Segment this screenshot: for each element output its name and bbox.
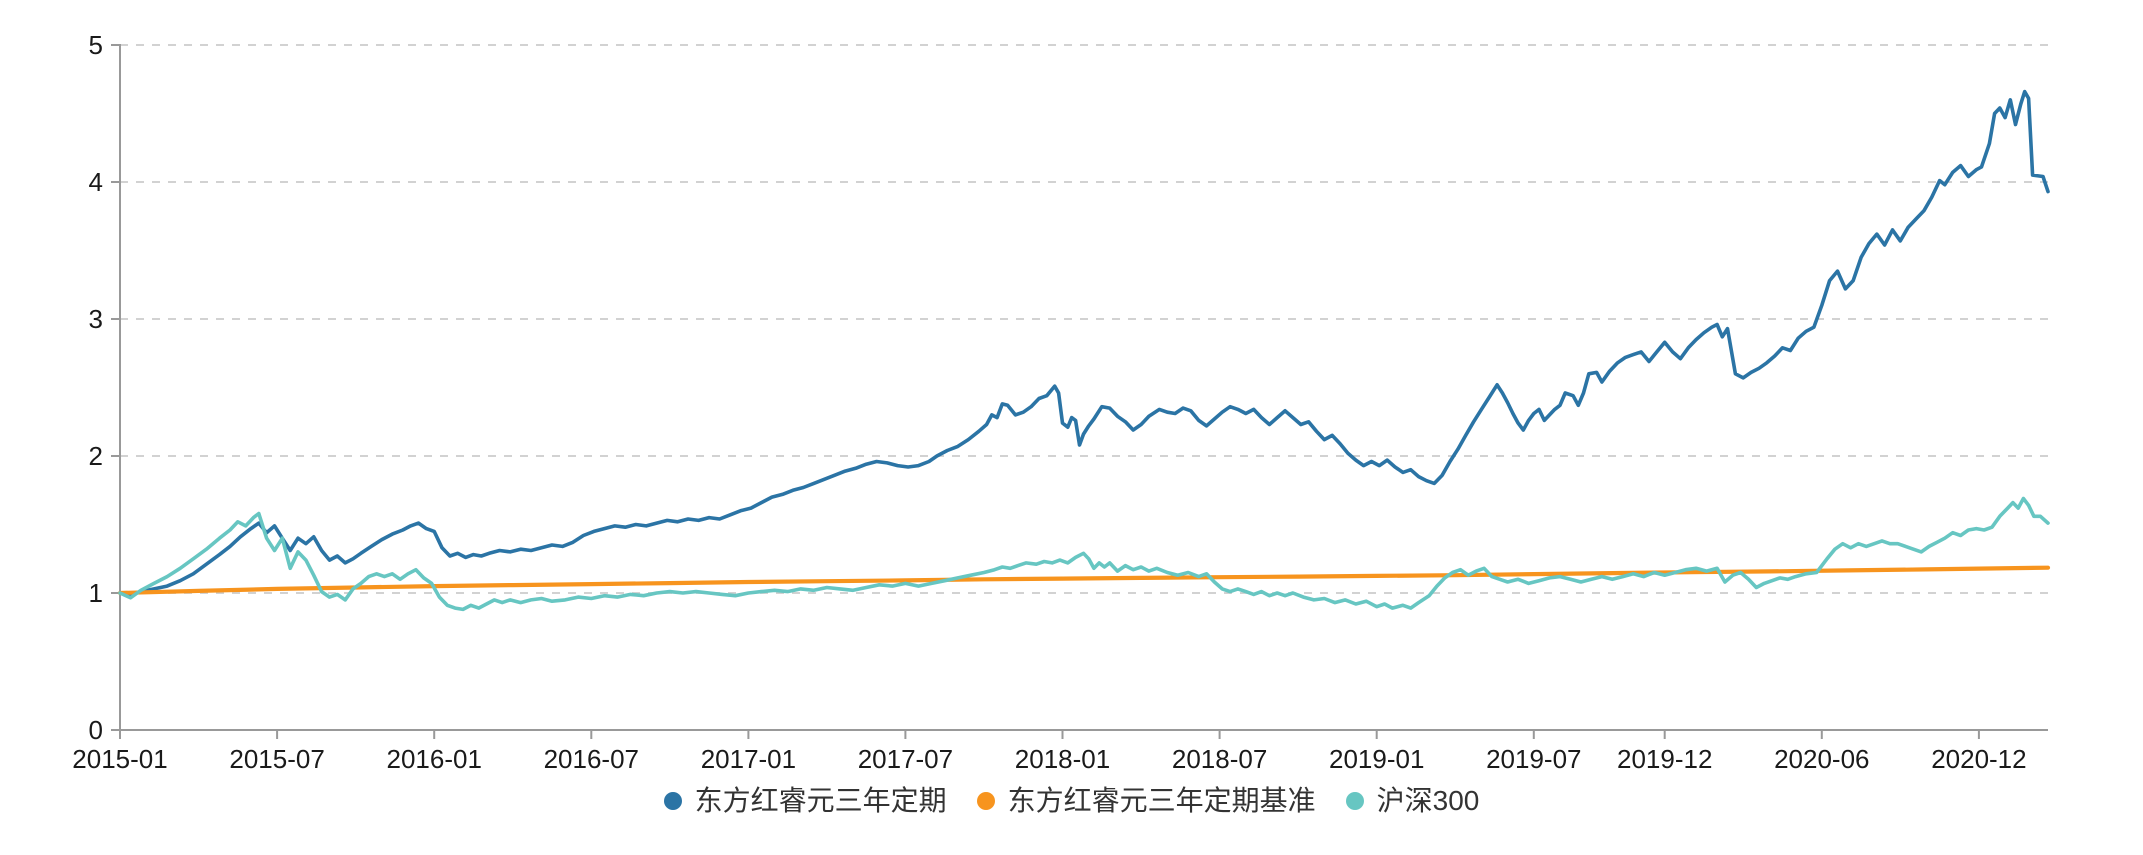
x-tick-label: 2015-07 <box>229 744 324 774</box>
x-tick-label: 2020-06 <box>1774 744 1869 774</box>
legend-item-benchmark[interactable]: 东方红睿元三年定期基准 <box>976 785 1316 816</box>
x-tick-label: 2016-07 <box>544 744 639 774</box>
legend-label: 沪深300 <box>1376 785 1480 816</box>
x-tick-label: 2019-07 <box>1486 744 1581 774</box>
y-tick-label: 2 <box>89 441 103 471</box>
x-tick-label: 2020-12 <box>1931 744 2026 774</box>
legend-label: 东方红睿元三年定期基准 <box>1007 785 1316 816</box>
x-tick-label: 2017-01 <box>701 744 796 774</box>
x-tick-label: 2018-07 <box>1172 744 1267 774</box>
series-line-沪深300[interactable] <box>118 496 2050 612</box>
y-tick-label: 1 <box>89 578 103 608</box>
y-tick-label: 4 <box>89 167 103 197</box>
legend-item-csi300[interactable]: 沪深300 <box>1345 785 1480 816</box>
legend-item-fund[interactable]: 东方红睿元三年定期 <box>663 785 947 816</box>
x-tick-label: 2015-01 <box>72 744 167 774</box>
chart-legend: 东方红睿元三年定期 东方红睿元三年定期基准 沪深300 <box>0 787 2143 815</box>
y-tick-label: 5 <box>89 30 103 60</box>
series-line-东方红睿元三年定期[interactable] <box>118 89 2050 597</box>
y-tick-label: 0 <box>89 715 103 745</box>
series-line-东方红睿元三年定期基准[interactable] <box>117 565 2051 596</box>
x-tick-label: 2019-12 <box>1617 744 1712 774</box>
legend-marker-icon <box>663 792 682 810</box>
x-tick-label: 2016-01 <box>386 744 481 774</box>
y-tick-label: 3 <box>89 304 103 334</box>
legend-label: 东方红睿元三年定期 <box>694 785 947 816</box>
legend-marker-icon <box>1345 792 1364 810</box>
x-tick-label: 2018-01 <box>1015 744 1110 774</box>
x-tick-label: 2019-01 <box>1329 744 1424 774</box>
x-tick-label: 2017-07 <box>858 744 953 774</box>
legend-marker-icon <box>976 792 995 810</box>
